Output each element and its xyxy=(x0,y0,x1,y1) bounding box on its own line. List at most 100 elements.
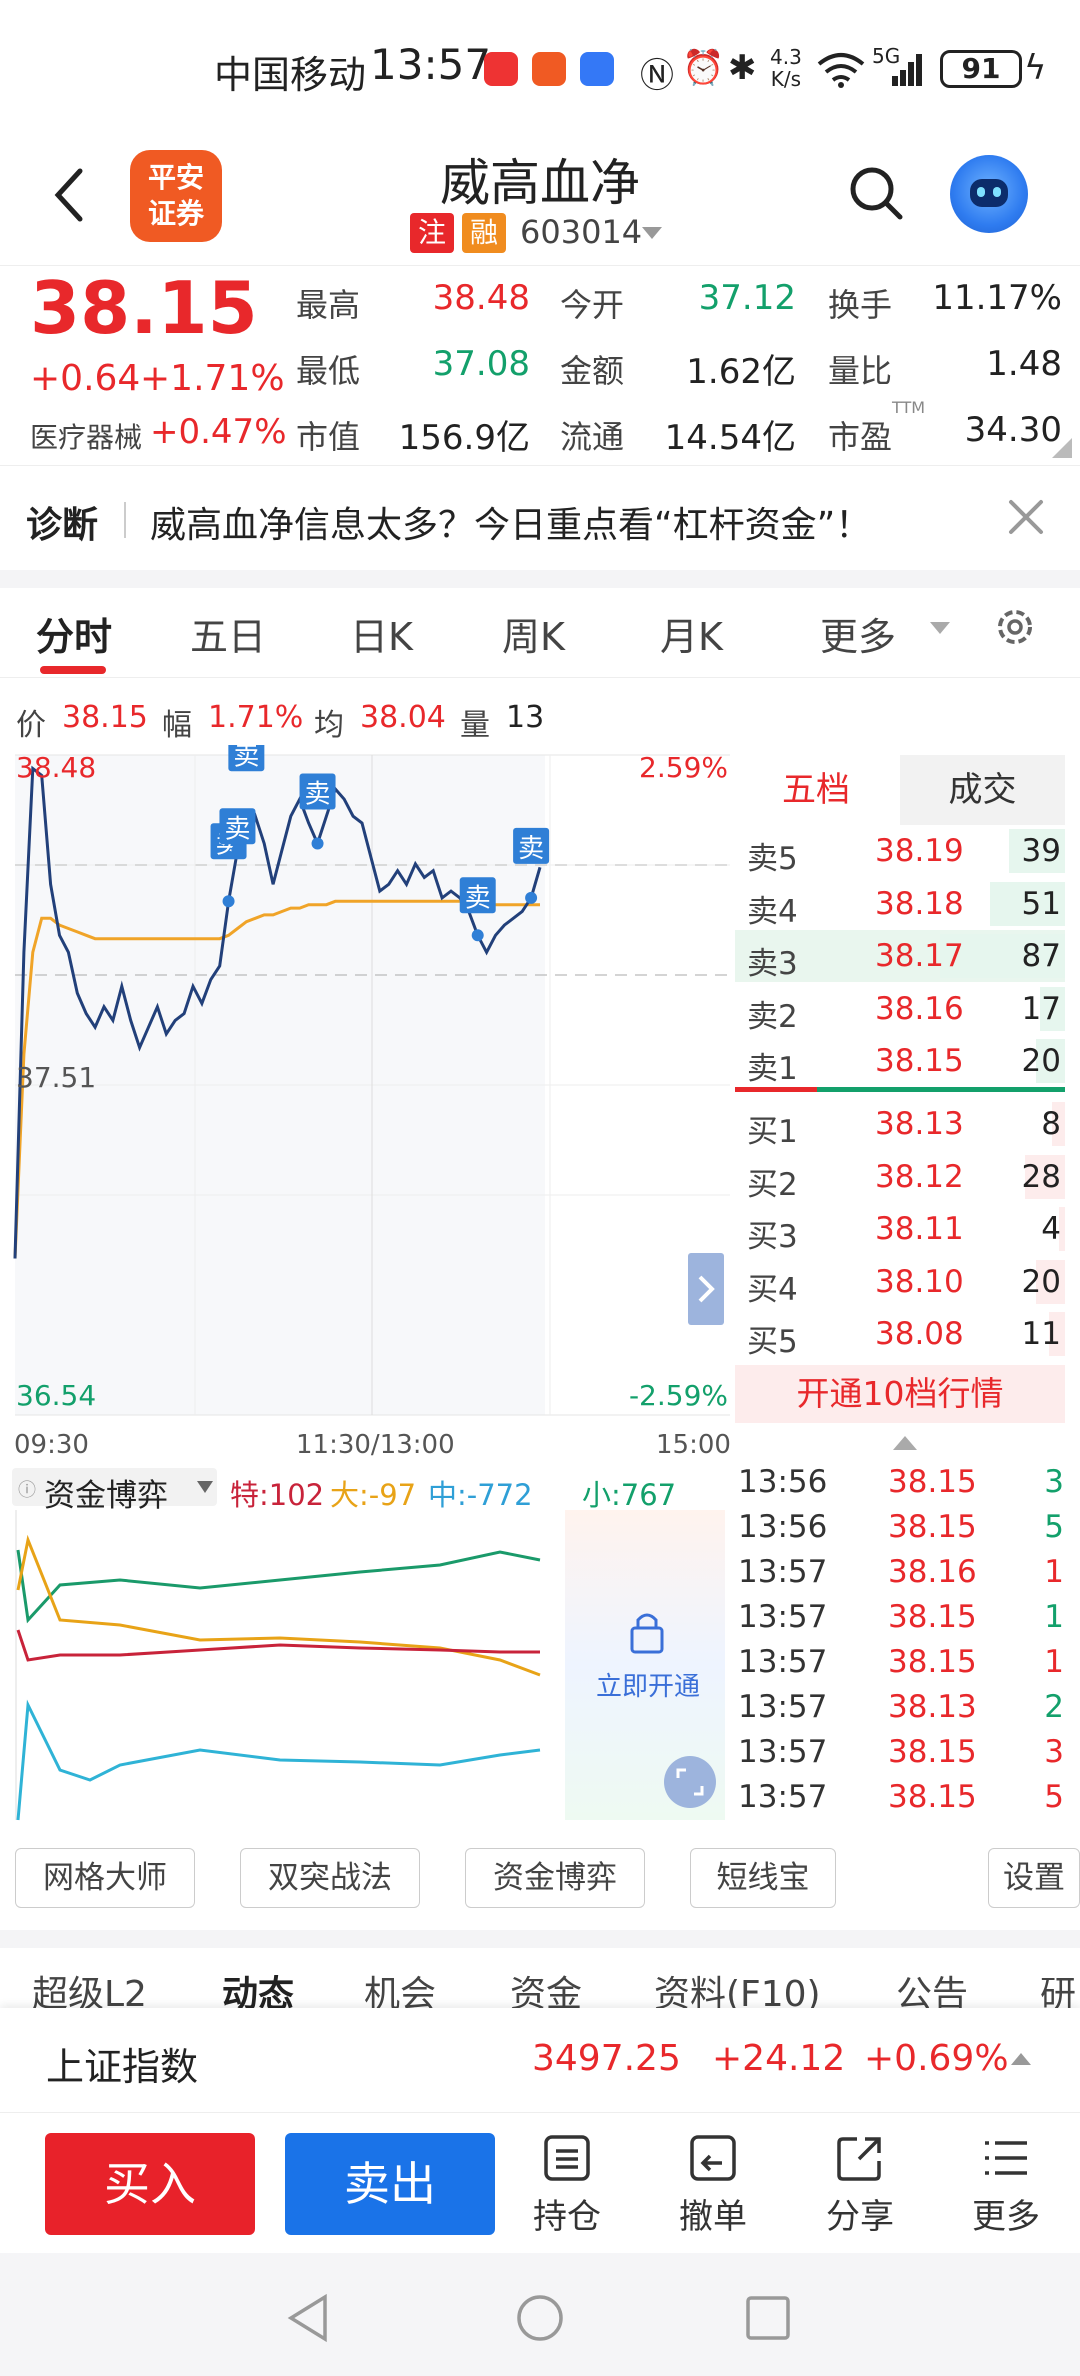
order-book-price: 38.15 xyxy=(875,1043,964,1079)
trade-row: 13:57 38.15 1 xyxy=(738,1642,1068,1687)
robot-assistant-icon[interactable] xyxy=(950,155,1028,233)
order-book-row[interactable]: 卖3 38.17 87 xyxy=(735,930,1065,982)
hold-button[interactable]: 持仓 xyxy=(507,2133,627,2238)
chevron-down-icon xyxy=(197,1481,213,1493)
order-book-price: 38.13 xyxy=(875,1106,964,1142)
diagnosis-banner[interactable]: 诊断 威高血净信息太多？今日重点看“杠杆资金”！ xyxy=(0,465,1080,570)
battery-indicator: 91 xyxy=(940,50,1022,88)
search-icon[interactable] xyxy=(848,165,904,221)
order-book-row[interactable]: 买1 38.13 8 xyxy=(735,1098,1065,1150)
order-book-row[interactable]: 买2 38.12 28 xyxy=(735,1151,1065,1203)
pingan-logo: 平安 证券 xyxy=(130,150,222,242)
chevron-down-icon[interactable] xyxy=(928,620,952,636)
quote-panel: 38.15 +0.64 +1.71% 医疗器械 +0.47% 最高 38.48 今开… xyxy=(0,265,1080,465)
grid-master-button[interactable]: 网格大师 xyxy=(15,1848,195,1908)
expand-panel-button[interactable] xyxy=(688,1253,724,1325)
fullscreen-icon[interactable] xyxy=(676,1768,704,1796)
close-icon[interactable] xyxy=(1005,496,1047,538)
pct-low-label: -2.59% xyxy=(629,1379,728,1412)
margin-tag-rong: 融 xyxy=(462,213,506,253)
price-change: +0.64 xyxy=(30,358,141,399)
voice-app-icon xyxy=(580,52,614,86)
fund-game-selector[interactable]: ⓘ 资金博弈 xyxy=(12,1468,217,1514)
order-book-volume-bar xyxy=(1025,1154,1065,1199)
trade-row: 13:57 38.15 1 xyxy=(738,1597,1068,1642)
trade-volume: 1 xyxy=(1044,1644,1064,1680)
trade-price: 38.15 xyxy=(888,1779,977,1815)
tab-daily-k[interactable]: 日K xyxy=(350,615,413,659)
quote-value: 1.48 xyxy=(986,344,1062,384)
stock-code[interactable]: 603014 xyxy=(520,213,643,251)
x-label-close: 15:00 xyxy=(656,1430,731,1460)
sell-marker[interactable] xyxy=(299,773,336,810)
fund-game-button[interactable]: 资金博弈 xyxy=(465,1848,645,1908)
nav-home-icon[interactable] xyxy=(515,2293,565,2343)
gear-icon[interactable] xyxy=(992,604,1038,650)
unlock-button[interactable]: 立即开通 xyxy=(596,1672,700,1702)
tab-more[interactable]: 更多 xyxy=(820,615,897,659)
trade-price: 38.15 xyxy=(888,1599,977,1635)
tab-weekly-k[interactable]: 周K xyxy=(502,615,565,659)
nav-back-icon[interactable] xyxy=(285,2293,331,2343)
quote-value: 14.54亿 xyxy=(664,418,796,458)
more-button[interactable]: 更多 xyxy=(946,2133,1066,2238)
tab-trades[interactable]: 成交 xyxy=(900,755,1065,825)
order-book-row[interactable]: 卖2 38.16 17 xyxy=(735,983,1065,1035)
nfc-icon: Ⓝ xyxy=(640,56,674,96)
tab-five-day[interactable]: 五日 xyxy=(190,615,267,659)
sell-marker[interactable] xyxy=(219,808,256,845)
tool-settings-button[interactable]: 设置 xyxy=(988,1848,1080,1908)
order-book-price: 38.16 xyxy=(875,990,964,1027)
back-icon[interactable] xyxy=(50,165,90,225)
sector-name[interactable]: 医疗器械 xyxy=(30,421,143,454)
short-line-button[interactable]: 短线宝 xyxy=(690,1848,836,1908)
quote-label: 流通 xyxy=(560,418,625,456)
order-book-row[interactable]: 卖1 38.15 20 xyxy=(735,1035,1065,1087)
tab-monthly-k[interactable]: 月K xyxy=(660,615,723,659)
series-avg-line xyxy=(13,899,540,1259)
tab-intraday[interactable]: 分时 xyxy=(36,615,113,659)
cancel-label: 撤单 xyxy=(679,2197,747,2237)
sell-marker[interactable] xyxy=(513,827,550,864)
lock-icon xyxy=(630,1626,664,1654)
order-book-row[interactable]: 买5 38.08 11 xyxy=(735,1308,1065,1360)
order-book-volume: 20 xyxy=(1021,1263,1061,1300)
sell-button[interactable]: 卖出 xyxy=(285,2133,495,2235)
trade-row: 13:57 38.15 5 xyxy=(738,1777,1068,1822)
sell-marker-label: 卖 xyxy=(224,814,250,844)
chevron-up-icon[interactable] xyxy=(1010,2052,1032,2066)
diagnosis-label: 诊断 xyxy=(26,505,99,546)
x-label-mid: 11:30/13:00 xyxy=(296,1430,455,1460)
trade-row: 13:57 38.16 1 xyxy=(738,1552,1068,1597)
double-break-button[interactable]: 双突战法 xyxy=(240,1848,420,1908)
chevron-down-icon[interactable] xyxy=(640,225,664,241)
order-book-volume: 4 xyxy=(1041,1211,1061,1247)
trade-price: 38.15 xyxy=(888,1464,977,1500)
order-book-row[interactable]: 卖5 38.19 39 xyxy=(735,825,1065,877)
trade-price: 38.15 xyxy=(888,1644,977,1680)
order-book-row[interactable]: 买3 38.11 4 xyxy=(735,1203,1065,1255)
index-bar[interactable]: 上证指数 3497.25 +24.12 +0.69% xyxy=(0,2008,1080,2113)
trade-volume: 2 xyxy=(1044,1689,1064,1725)
cancel-order-button[interactable]: 撤单 xyxy=(653,2133,773,2238)
trade-row: 13:56 38.15 5 xyxy=(738,1507,1068,1552)
series-da-line xyxy=(16,1534,541,1677)
fullscreen-icon[interactable] xyxy=(664,1756,716,1808)
sell-marker[interactable] xyxy=(459,877,496,914)
order-book-volume: 11 xyxy=(1021,1316,1061,1352)
share-button[interactable]: 分享 xyxy=(800,2133,920,2238)
nav-recents-icon[interactable] xyxy=(745,2295,791,2341)
buy-button[interactable]: 买入 xyxy=(45,2133,255,2235)
order-book-price: 38.08 xyxy=(875,1316,964,1352)
tab-five-levels[interactable]: 五档 xyxy=(782,770,850,810)
diagnosis-text[interactable]: 威高血净信息太多？今日重点看“杠杆资金”！ xyxy=(150,505,872,546)
net-speed: 4.3 K/s xyxy=(770,45,802,91)
sell-marker[interactable] xyxy=(228,745,265,772)
order-book-row[interactable]: 卖4 38.18 51 xyxy=(735,878,1065,930)
chevron-right-icon[interactable] xyxy=(698,1275,715,1303)
scroll-up-icon[interactable] xyxy=(892,1435,918,1451)
order-book-row[interactable]: 买4 38.10 20 xyxy=(735,1256,1065,1308)
upgrade-10-level-button[interactable]: 开通10档行情 xyxy=(735,1365,1065,1423)
order-book-level: 买1 xyxy=(747,1114,798,1150)
